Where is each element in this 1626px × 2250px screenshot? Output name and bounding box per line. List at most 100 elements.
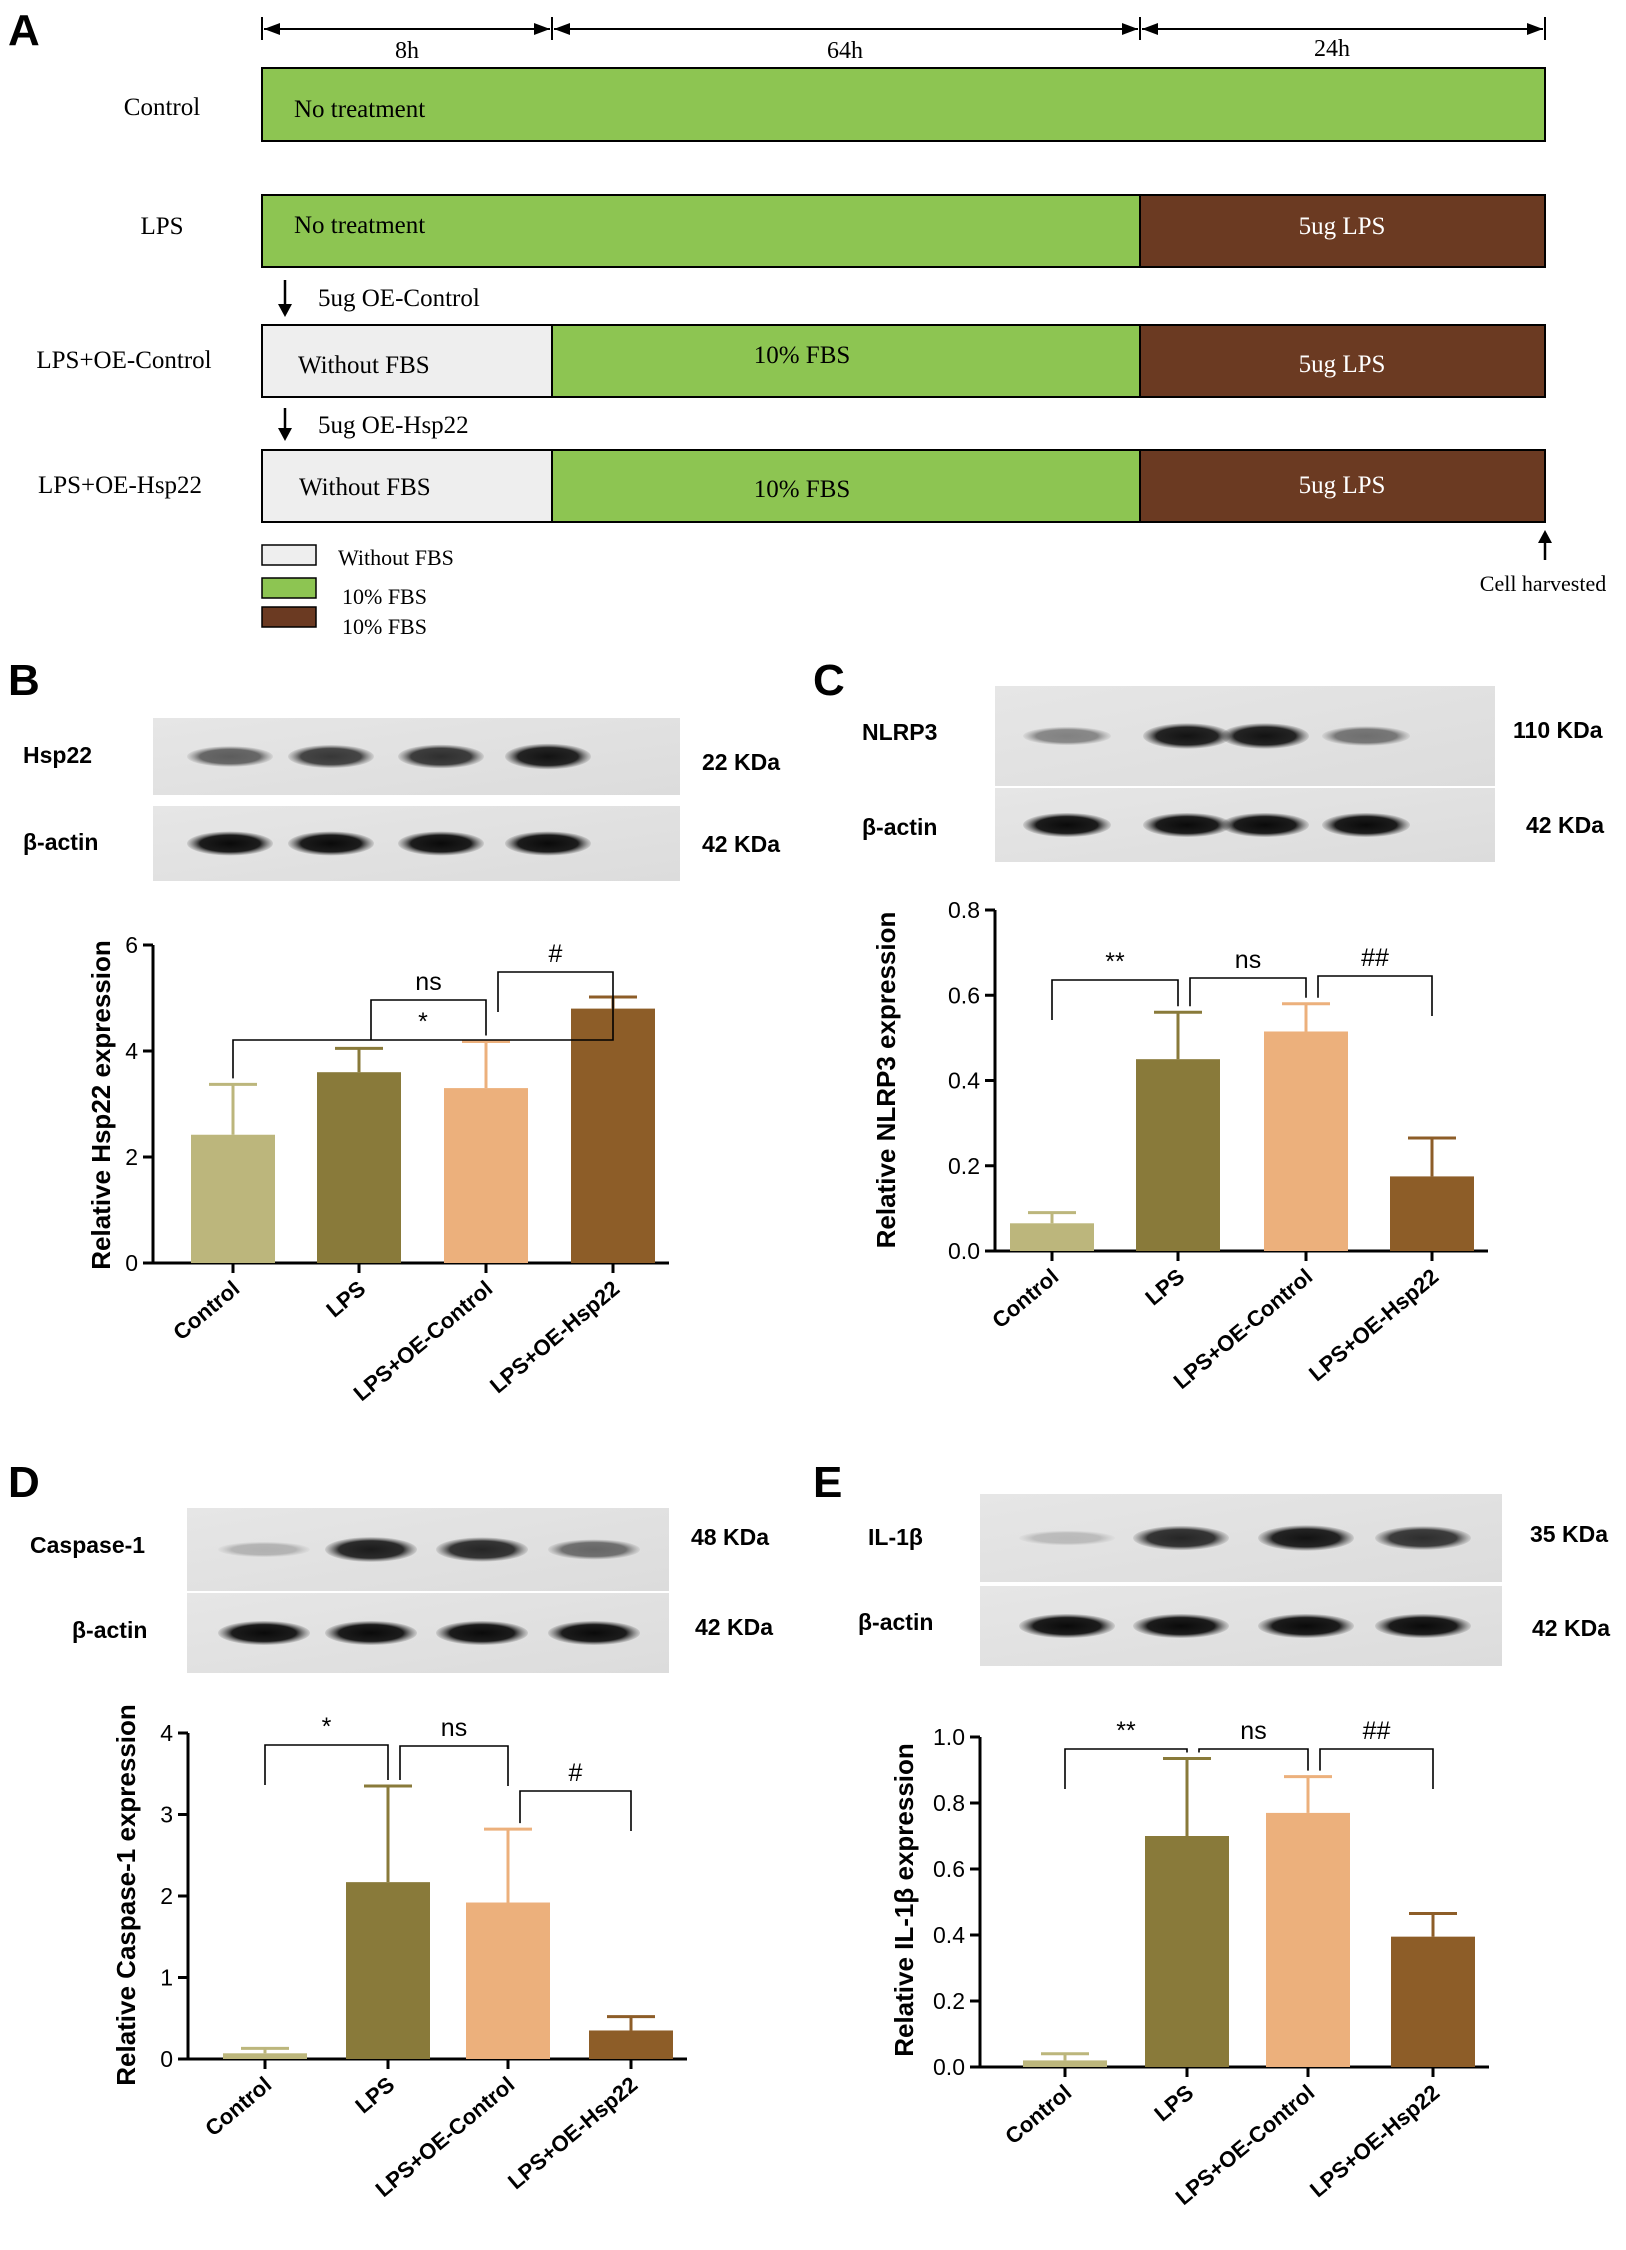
row-label: LPS+OE-Control [36, 347, 211, 374]
chart-panel-e: 0.0 0.2 0.4 0.6 0.8 1.0 Relative IL-1β express… [889, 1717, 1489, 2210]
transfection-label: 5ug OE-Control [318, 285, 480, 312]
y-tick-label: 3 [160, 1802, 173, 1828]
blot-band [436, 1537, 528, 1562]
significance-bracket [519, 1790, 632, 1831]
significance-label: ** [1116, 1717, 1136, 1745]
bar [346, 1882, 430, 2059]
row-label: LPS [140, 213, 183, 240]
x-tick-label: LPS [1149, 2080, 1198, 2127]
y-tick-label: 4 [160, 1720, 173, 1746]
y-tick-label: 1.0 [933, 1724, 965, 1750]
significance-label: ns [1235, 946, 1261, 974]
bar [1391, 1936, 1475, 2067]
y-tick-label: 2 [160, 1883, 173, 1909]
bar [444, 1088, 528, 1263]
y-tick-label: 0.0 [933, 2054, 965, 2080]
y-tick-label: 0.4 [948, 1068, 980, 1094]
panel-letter-c: C [813, 656, 845, 705]
up-arrow-icon [1538, 530, 1552, 543]
blot-band [288, 745, 374, 768]
x-tick-label: Control [987, 1264, 1063, 1333]
timeline-segment-green [261, 194, 1141, 268]
blot-panel-d: Caspase-1 48 KDa β-actin 42 KDa [30, 1508, 773, 1673]
legend-label: Without FBS [338, 545, 454, 570]
blot-band [218, 1621, 310, 1645]
blot-size-label: 22 KDa [702, 749, 780, 775]
row-label: LPS+OE-Hsp22 [38, 472, 202, 499]
bar [1010, 1223, 1094, 1251]
blot-band [1023, 813, 1111, 837]
y-axis-label: Relative Hsp22 expression [86, 940, 116, 1270]
timeline-segment-brown [1139, 324, 1546, 398]
bar [191, 1134, 275, 1263]
timeline-segment-brown [1139, 194, 1546, 268]
y-tick-label: 0.6 [933, 1856, 965, 1882]
significance-label: ** [1105, 948, 1125, 976]
significance-bracket [1319, 1748, 1434, 1789]
segment-label: 5ug LPS [1299, 472, 1386, 499]
significance-bracket [232, 990, 614, 1079]
blot-band [288, 831, 374, 856]
significance-label: ns [415, 968, 441, 996]
significance-bracket [1064, 1748, 1188, 1789]
x-tick-label: LPS+OE-Control [1169, 1264, 1318, 1394]
blot-band [218, 1541, 310, 1558]
blot-band [1019, 1614, 1115, 1638]
blot-band [1322, 726, 1410, 746]
x-tick-label: Control [200, 2072, 276, 2141]
western-blots: Hsp22 22 KDa β-actin 42 KDa NLRP3 110 KDa β-ac… [23, 686, 1610, 1673]
blot-band [1133, 1525, 1229, 1551]
y-tick-label: 6 [125, 932, 138, 958]
blot-band [1221, 723, 1309, 749]
blot-band [1143, 723, 1231, 749]
blot-band [325, 1621, 417, 1645]
chart-panel-d: 0 1 2 3 4 Relative Caspase-1 expression Contro… [111, 1704, 687, 2202]
transfection-label: 5ug OE-Hsp22 [318, 412, 469, 439]
significance-bracket [264, 1744, 389, 1785]
segment-label: No treatment [294, 212, 425, 239]
bar [571, 1008, 655, 1263]
legend-label: 10% FBS [342, 614, 427, 639]
legend-swatch-grey [261, 544, 317, 566]
panel-letter-b: B [8, 656, 40, 705]
panel-letters: B C D E [8, 656, 845, 1507]
bar [589, 2030, 673, 2059]
blot-protein-label: β-actin [858, 1609, 933, 1635]
x-tick-label: LPS+OE-Hsp22 [503, 2072, 642, 2194]
x-tick-label: Control [168, 1276, 244, 1345]
y-axis-label: Relative Caspase-1 expression [111, 1704, 141, 2086]
significance-bracket [370, 999, 487, 1040]
y-axis-label: Relative IL-1β expression [889, 1743, 919, 2057]
significance-bracket [399, 1745, 509, 1786]
legend-swatch-green [261, 577, 317, 599]
time-ruler [261, 17, 1546, 40]
down-arrow-icon [278, 428, 292, 441]
segment-label: Without FBS [299, 474, 431, 501]
y-tick-label: 0.2 [933, 1988, 965, 2014]
duration-label: 24h [1314, 36, 1350, 62]
blot-size-label: 42 KDa [1532, 1615, 1610, 1641]
significance-label: ns [441, 1714, 467, 1742]
segment-label: 10% FBS [754, 342, 851, 369]
blot-band [398, 744, 484, 769]
blot-band [187, 746, 273, 767]
blot-size-label: 35 KDa [1530, 1521, 1608, 1547]
blot-size-label: 42 KDa [1526, 812, 1604, 838]
significance-label: # [569, 1759, 583, 1787]
legend-swatch-brown [261, 606, 317, 628]
blot-band [436, 1621, 528, 1645]
blot-band [398, 831, 484, 856]
significance-bracket [1198, 1748, 1309, 1771]
blot-panel-e: IL-1β 35 KDa β-actin 42 KDa [858, 1494, 1610, 1666]
blot-protein-label: β-actin [72, 1617, 147, 1643]
blot-protein-label: Hsp22 [23, 742, 92, 768]
y-tick-label: 0 [125, 1250, 138, 1276]
y-tick-label: 0.8 [948, 897, 980, 923]
blot-size-label: 48 KDa [691, 1524, 769, 1550]
y-tick-label: 0.2 [948, 1153, 980, 1179]
blot-band [1019, 1530, 1115, 1546]
harvest-label: Cell harvested [1480, 571, 1606, 596]
bar [223, 2053, 307, 2059]
bar [1136, 1059, 1220, 1251]
